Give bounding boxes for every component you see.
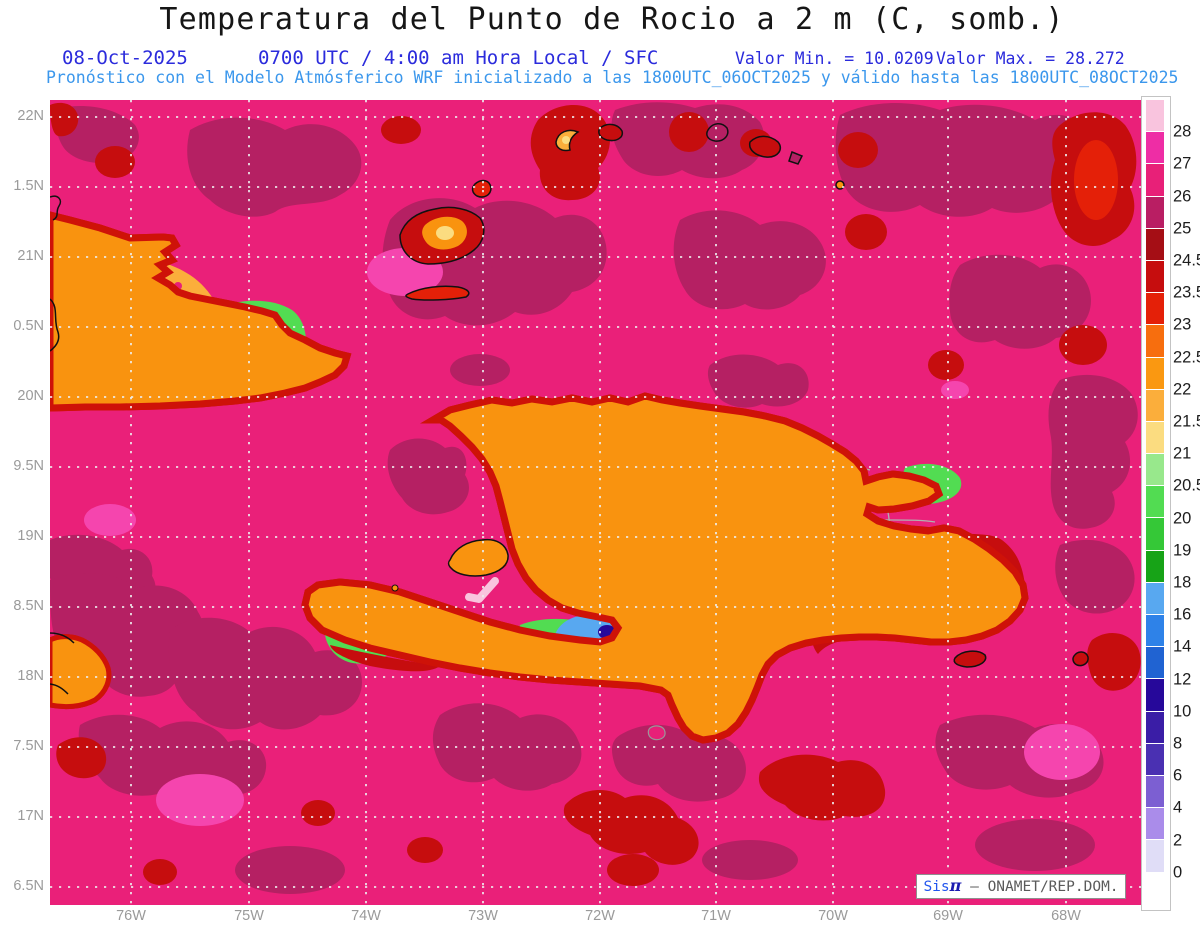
colorbar-tick-label: 20: [1173, 509, 1192, 528]
lat-tick-label: 0.5N: [13, 318, 44, 334]
mona-island: [1072, 651, 1089, 667]
shallow-bank-marker: [465, 577, 499, 603]
lat-tick-label: 22N: [17, 108, 44, 124]
map-area: [46, 100, 1145, 905]
colorbar-tick-label: 23: [1173, 315, 1192, 334]
colorbar-tick-label: 27: [1173, 154, 1192, 173]
lat-tick-label: 6.5N: [13, 878, 44, 894]
colorbar-segment: [1146, 775, 1164, 809]
jamaica-landmass: [47, 632, 109, 707]
colorbar-tick-label: 0: [1173, 863, 1183, 882]
colorbar-segment: [1146, 615, 1164, 648]
colorbar: [1146, 100, 1164, 905]
colorbar-tick-label: 20.5: [1173, 476, 1200, 495]
colorbar-segment: [1146, 357, 1164, 390]
colorbar-tick-label: 10: [1173, 702, 1192, 721]
colorbar-tick-label: 22.5: [1173, 348, 1200, 367]
colorbar-tick-label: 22: [1173, 380, 1192, 399]
colorbar-tick-label: 12: [1173, 670, 1192, 689]
colorbar-segment: [1146, 647, 1164, 680]
lon-tick-label: 73W: [468, 908, 498, 924]
bahamas-turks-islands: [399, 123, 845, 265]
sispi-logo-pi: π: [949, 876, 962, 895]
colorbar-tick-label: 21.5: [1173, 412, 1200, 431]
min-value: Valor Min. = 10.0209: [735, 49, 934, 68]
cuba-landmass: [46, 210, 352, 412]
colorbar-segment: [1146, 454, 1164, 487]
colorbar-tick-label: 26: [1173, 187, 1192, 206]
colorbar-tick-label: 24.5: [1173, 251, 1200, 270]
colorbar-segment: [1146, 260, 1164, 294]
attribution-org: ONAMET/REP.DOM.: [987, 879, 1119, 895]
map-canvas: [46, 100, 1145, 905]
lat-tick-label: 21N: [17, 248, 44, 264]
lat-tick-label: 17N: [17, 808, 44, 824]
ocean-red-core: [1074, 140, 1118, 220]
edge-coast-squiggles: [49, 195, 62, 352]
colorbar-segment: [1146, 100, 1164, 133]
valid-time: 0700 UTC / 4:00 am Hora Local / SFC: [258, 47, 659, 69]
colorbar-segment: [1146, 132, 1164, 165]
lat-tick-label: 9.5N: [13, 458, 44, 474]
offshore-islands: [391, 285, 1089, 741]
lat-tick-label: 7.5N: [13, 738, 44, 754]
colorbar-tick-label: 25: [1173, 219, 1192, 238]
lon-tick-label: 74W: [351, 908, 381, 924]
colorbar-segment: [1146, 421, 1164, 455]
gonave-island: [447, 538, 509, 577]
colorbar-segment: [1146, 486, 1164, 519]
lat-tick-label: 18N: [17, 668, 44, 684]
max-value: Valor Max. = 28.272: [936, 49, 1125, 68]
tortue-island: [405, 285, 470, 301]
colorbar-segment: [1146, 743, 1164, 776]
lon-tick-label: 69W: [933, 908, 963, 924]
colorbar-segment: [1146, 679, 1164, 712]
lon-tick-label: 75W: [234, 908, 264, 924]
colorbar-segment: [1146, 389, 1164, 422]
lon-tick-label: 68W: [1051, 908, 1081, 924]
hispaniola-landmass: [301, 392, 1029, 744]
colorbar-segment: [1146, 196, 1164, 229]
beata-island: [647, 725, 666, 741]
colorbar-segment: [1146, 872, 1164, 905]
colorbar-segment: [1146, 550, 1164, 583]
saona-island: [953, 650, 987, 668]
lon-tick-label: 71W: [701, 908, 731, 924]
attribution-box: Sisπ – ONAMET/REP.DOM.: [916, 874, 1126, 899]
lat-tick-label: 8.5N: [13, 598, 44, 614]
lat-tick-label: 19N: [17, 528, 44, 544]
map-title: Temperatura del Punto de Rocio a 2 m (C,…: [159, 2, 1065, 37]
run-date: 08-Oct-2025: [62, 47, 188, 69]
colorbar-tick-label: 4: [1173, 798, 1183, 817]
colorbar-segment: [1146, 228, 1164, 261]
colorbar-tick-label: 28: [1173, 122, 1192, 141]
colorbar-tick-label: 8: [1173, 734, 1183, 753]
sispi-logo-sis: Sis: [923, 879, 950, 895]
colorbar-tick-label: 18: [1173, 573, 1192, 592]
lon-tick-label: 70W: [818, 908, 848, 924]
colorbar-segment: [1146, 840, 1164, 873]
colorbar-segment: [1146, 293, 1164, 326]
lon-tick-label: 72W: [585, 908, 615, 924]
colorbar-segment: [1146, 711, 1164, 744]
colorbar-tick-label: 2: [1173, 831, 1183, 850]
attribution-separator: –: [961, 879, 988, 895]
colorbar-tick-label: 6: [1173, 766, 1183, 785]
colorbar-segment: [1146, 808, 1164, 841]
lat-tick-label: 20N: [17, 388, 44, 404]
lat-tick-label: 1.5N: [13, 178, 44, 194]
colorbar-tick-label: 21: [1173, 444, 1192, 463]
colorbar-tick-label: 19: [1173, 541, 1192, 560]
colorbar-segment: [1146, 164, 1164, 197]
colorbar-tick-label: 14: [1173, 637, 1192, 656]
colorbar-segment: [1146, 325, 1164, 358]
lon-tick-label: 76W: [116, 908, 146, 924]
colorbar-tick-label: 23.5: [1173, 283, 1200, 302]
colorbar-segment: [1146, 518, 1164, 551]
forecast-line: Pronóstico con el Modelo Atmósferico WRF…: [46, 68, 1179, 87]
colorbar-tick-label: 16: [1173, 605, 1192, 624]
colorbar-segment: [1146, 582, 1164, 615]
cayemites-island: [391, 584, 399, 592]
